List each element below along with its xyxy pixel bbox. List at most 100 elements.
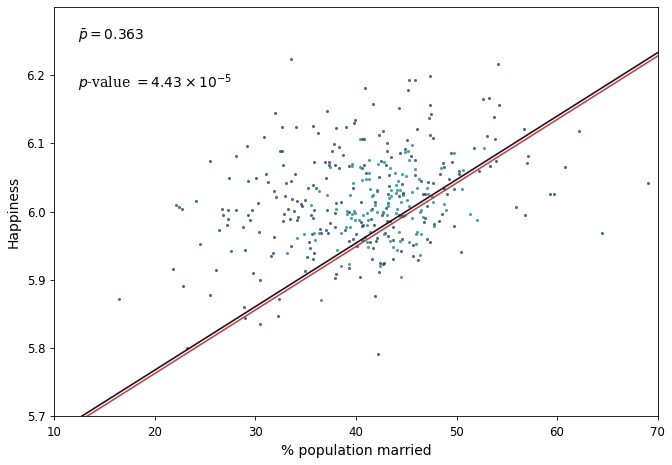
Point [329, 274, 340, 282]
Point [437, 159, 448, 166]
Point [340, 223, 351, 231]
Point [282, 249, 292, 257]
Point [282, 206, 293, 213]
Point [380, 229, 390, 237]
Point [315, 225, 326, 232]
Point [296, 202, 307, 210]
Point [320, 159, 331, 166]
Point [357, 135, 368, 143]
Point [404, 76, 415, 84]
Point [259, 133, 269, 140]
Point [316, 230, 327, 237]
Point [321, 107, 332, 115]
Point [415, 208, 425, 216]
Point [401, 136, 412, 144]
Point [383, 232, 394, 239]
Point [356, 165, 367, 172]
Point [308, 122, 319, 129]
Point [305, 244, 316, 252]
Point [308, 255, 319, 262]
Point [323, 230, 333, 237]
Point [394, 228, 405, 236]
Point [351, 230, 362, 237]
Point [519, 211, 530, 219]
Point [427, 194, 437, 201]
Point [394, 238, 405, 245]
Y-axis label: Happiness: Happiness [7, 176, 21, 248]
Point [397, 192, 408, 199]
Point [403, 86, 413, 93]
Point [385, 237, 396, 245]
Point [222, 215, 233, 223]
Point [350, 217, 361, 224]
Point [449, 222, 460, 230]
Point [296, 200, 307, 208]
Point [114, 295, 124, 302]
Point [308, 206, 319, 214]
Point [398, 190, 409, 197]
Point [361, 239, 372, 246]
Point [403, 156, 414, 164]
Point [306, 202, 317, 209]
Point [383, 183, 394, 190]
Point [354, 216, 365, 223]
Point [287, 196, 298, 203]
Point [397, 236, 408, 243]
Point [482, 132, 493, 140]
Point [344, 191, 355, 199]
Point [360, 84, 370, 91]
Point [310, 184, 321, 192]
Point [493, 101, 504, 108]
Point [425, 101, 435, 109]
Point [403, 147, 413, 155]
Point [386, 186, 396, 193]
Point [373, 269, 384, 276]
Point [479, 145, 490, 152]
Point [449, 186, 460, 193]
Point [454, 167, 465, 175]
Point [349, 116, 360, 123]
Point [560, 163, 571, 171]
Point [454, 171, 464, 178]
Point [404, 202, 415, 209]
Point [412, 228, 423, 236]
Point [378, 230, 389, 237]
Point [335, 262, 346, 270]
Point [544, 191, 555, 198]
Point [344, 224, 355, 231]
Point [331, 124, 341, 132]
Point [446, 149, 457, 156]
Point [329, 140, 339, 148]
Point [439, 200, 450, 208]
Point [472, 216, 482, 224]
Point [340, 123, 351, 131]
Point [364, 176, 375, 183]
Point [397, 213, 408, 220]
Point [363, 217, 374, 224]
Point [329, 223, 340, 230]
Point [262, 178, 273, 186]
Point [372, 186, 382, 193]
Point [321, 174, 331, 181]
Point [242, 142, 253, 149]
Point [214, 226, 224, 234]
Point [343, 260, 354, 268]
Point [343, 208, 354, 216]
Point [368, 245, 378, 252]
Point [387, 255, 398, 263]
Point [384, 217, 395, 224]
Point [364, 169, 374, 177]
Point [277, 123, 288, 131]
Point [230, 206, 241, 213]
Point [522, 152, 533, 159]
Point [275, 147, 286, 155]
Point [301, 253, 312, 261]
Point [331, 205, 341, 213]
Point [408, 252, 419, 260]
Point [306, 230, 317, 238]
Point [384, 165, 395, 172]
Point [448, 149, 459, 157]
Point [458, 166, 468, 174]
Point [309, 159, 320, 166]
Point [278, 162, 288, 169]
